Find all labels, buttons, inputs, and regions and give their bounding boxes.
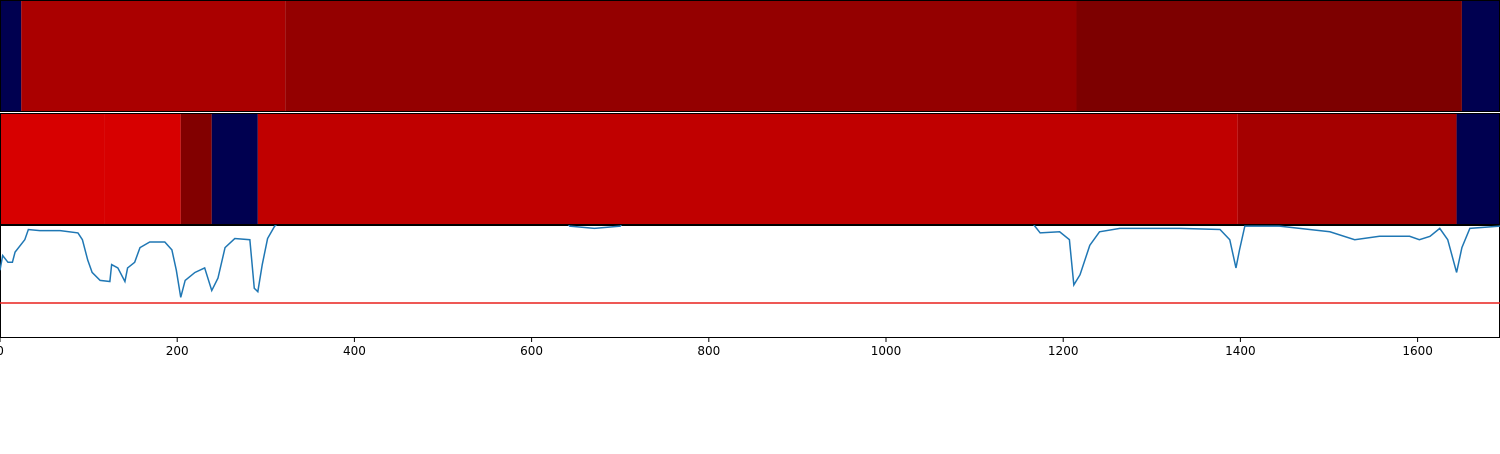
x-tick-label: 1000 (871, 344, 902, 358)
x-tick-label: 800 (697, 344, 720, 358)
x-tick-label: 400 (343, 344, 366, 358)
segment (1076, 0, 1462, 112)
series-line (0, 225, 1500, 298)
segment (104, 113, 181, 225)
segment (1237, 113, 1457, 225)
x-tick-label: 1400 (1225, 344, 1256, 358)
segment (1461, 0, 1500, 112)
segment (285, 0, 1077, 112)
segment (1456, 113, 1500, 225)
x-tick-label: 1200 (1048, 344, 1079, 358)
line-panel (0, 225, 1500, 304)
segment (0, 113, 105, 225)
x-tick-label: 1600 (1402, 344, 1433, 358)
segment (211, 113, 258, 225)
x-tick-label: 600 (520, 344, 543, 358)
panel-frame (0, 225, 1500, 338)
x-tick-label: 0 (0, 344, 4, 358)
x-tick-label: 200 (166, 344, 189, 358)
segment (0, 0, 22, 112)
segment (180, 113, 212, 225)
segment (21, 0, 286, 112)
segment (257, 113, 1238, 225)
